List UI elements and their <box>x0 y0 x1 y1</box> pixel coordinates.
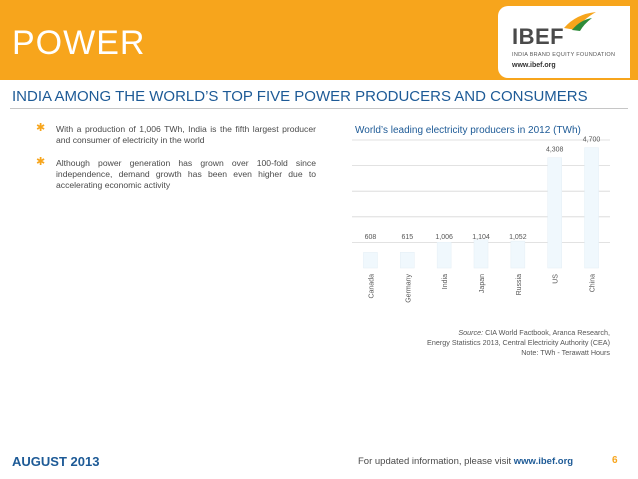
header-bar: POWER IBEF INDIA BRAND EQUITY FOUNDATION… <box>0 0 638 80</box>
page-number: 6 <box>612 455 618 466</box>
data-label-russia: 1,052 <box>509 234 527 241</box>
bird-logo-icon <box>564 12 596 31</box>
bar-germany <box>400 252 415 269</box>
bar-chart: 608 Canada 615 Germany 1,006 India 1,104 Japan 1… <box>352 137 610 303</box>
divider <box>10 108 628 109</box>
bar-china <box>584 147 599 269</box>
logo-text: IBEF <box>512 24 565 49</box>
page-title: POWER <box>12 24 146 62</box>
tick-label-canada: Canada <box>368 274 375 299</box>
bar-russia <box>510 240 526 269</box>
slide-subtitle: INDIA AMONG THE WORLD’S TOP FIVE POWER P… <box>12 88 588 105</box>
source-label: Source: <box>458 328 484 337</box>
data-label-germany: 615 <box>401 234 413 241</box>
footer-info-text: For updated information, please visit <box>358 456 514 467</box>
footer-info: For updated information, please visit ww… <box>358 456 573 467</box>
bar-us <box>547 157 562 269</box>
star-bullet-icon: ✱ <box>36 156 46 168</box>
bullet-item: ✱ Although power generation has grown ov… <box>36 156 316 191</box>
tick-label-us: US <box>553 274 560 284</box>
tick-label-india: India <box>442 274 449 289</box>
bar-japan <box>473 239 489 269</box>
data-label-canada: 608 <box>365 234 377 241</box>
source-note-line: Note: TWh - Terawatt Hours <box>521 348 610 357</box>
tick-label-japan: Japan <box>479 274 486 293</box>
bullet-text: With a production of 1,006 TWh, India is… <box>56 124 316 145</box>
data-label-china: 4,700 <box>583 137 601 144</box>
data-label-japan: 1,104 <box>472 234 490 241</box>
bullet-list: ✱ With a production of 1,006 TWh, India … <box>36 122 316 203</box>
tick-label-germany: Germany <box>405 274 412 303</box>
tick-label-russia: Russia <box>516 274 523 296</box>
bar-canada <box>363 252 378 269</box>
bullet-item: ✱ With a production of 1,006 TWh, India … <box>36 122 316 146</box>
source-line-2: Energy Statistics 2013, Central Electric… <box>427 338 610 347</box>
footer-date: AUGUST 2013 <box>12 454 100 469</box>
data-label-us: 4,308 <box>546 147 564 154</box>
chart-title: World’s leading electricity producers in… <box>355 125 581 136</box>
logo-url: www.ibef.org <box>512 62 556 69</box>
bullet-text: Although power generation has grown over… <box>56 158 316 190</box>
tick-label-china: China <box>590 274 597 292</box>
source-line-1: CIA World Factbook, Aranca Research, <box>483 328 610 337</box>
logo-tagline: INDIA BRAND EQUITY FOUNDATION <box>512 52 616 58</box>
bar-india <box>436 241 452 269</box>
footer-link[interactable]: www.ibef.org <box>513 456 574 467</box>
source-note: Source: CIA World Factbook, Aranca Resea… <box>380 328 610 358</box>
star-bullet-icon: ✱ <box>36 122 46 134</box>
data-label-india: 1,006 <box>435 234 453 241</box>
ibef-logo[interactable]: IBEF INDIA BRAND EQUITY FOUNDATION www.i… <box>498 6 630 78</box>
